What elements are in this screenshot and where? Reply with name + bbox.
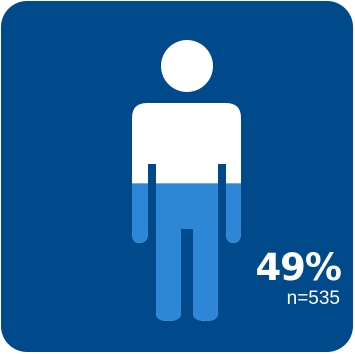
sample-size-label: n=535: [286, 288, 340, 309]
percent-label: 49%: [255, 246, 342, 289]
unfilled-portion: [132, 40, 241, 321]
filled-portion: [132, 183, 241, 321]
